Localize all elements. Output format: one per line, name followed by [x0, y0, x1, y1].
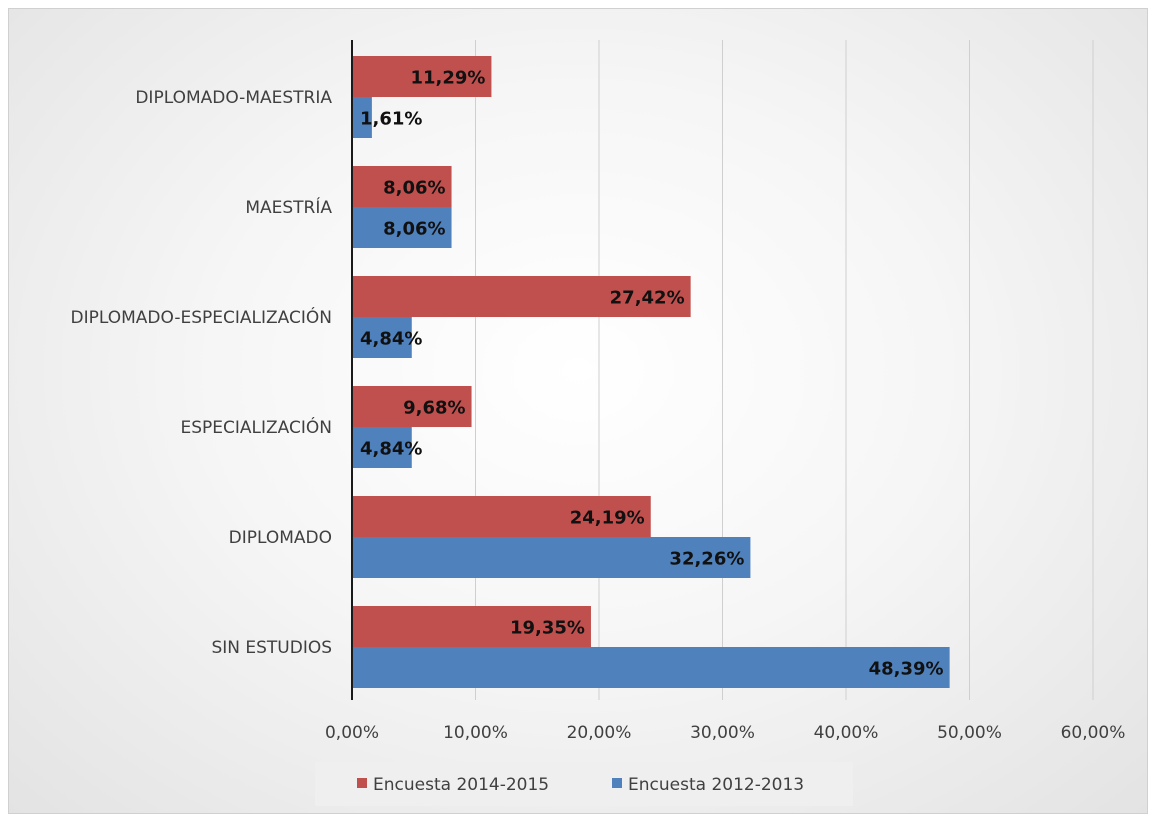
bar	[353, 537, 751, 578]
x-tick-label: 20,00%	[567, 723, 632, 743]
bar	[353, 56, 492, 97]
category-label: SIN ESTUDIOS	[211, 638, 332, 658]
category-label: DIPLOMADO	[229, 528, 332, 548]
data-label: 32,26%	[669, 549, 744, 570]
data-label: 4,84%	[360, 329, 422, 350]
legend-label: Encuesta 2012-2013	[628, 775, 804, 795]
data-label: 19,35%	[510, 618, 585, 639]
bar	[353, 97, 372, 138]
bar	[353, 386, 472, 427]
data-label: 11,29%	[410, 68, 485, 89]
bar	[353, 427, 412, 468]
bar	[353, 207, 452, 248]
category-label: DIPLOMADO-ESPECIALIZACIÓN	[71, 306, 332, 328]
legend-swatch	[357, 778, 367, 788]
x-tick-label: 50,00%	[937, 723, 1002, 743]
x-tick-label: 60,00%	[1061, 723, 1126, 743]
bar	[353, 606, 591, 647]
legend-swatch	[612, 778, 622, 788]
x-tick-label: 40,00%	[814, 723, 879, 743]
legend-label: Encuesta 2014-2015	[373, 775, 549, 795]
bar	[353, 496, 651, 537]
category-label: ESPECIALIZACIÓN	[181, 416, 332, 438]
x-tick-label: 30,00%	[690, 723, 755, 743]
data-label: 9,68%	[403, 398, 465, 419]
data-label: 4,84%	[360, 439, 422, 460]
bar	[353, 647, 950, 688]
x-tick-label: 0,00%	[325, 723, 379, 743]
bar	[353, 276, 691, 317]
bar	[353, 317, 412, 358]
data-label: 8,06%	[383, 178, 445, 199]
data-label: 48,39%	[869, 659, 944, 680]
bar	[353, 166, 452, 207]
x-tick-label: 10,00%	[443, 723, 508, 743]
category-label: MAESTRÍA	[245, 196, 332, 218]
data-label: 27,42%	[610, 288, 685, 309]
legend-box	[315, 762, 853, 806]
data-label: 24,19%	[570, 508, 645, 529]
data-label: 1,61%	[360, 109, 422, 130]
data-label: 8,06%	[383, 219, 445, 240]
category-label: DIPLOMADO-MAESTRIA	[135, 88, 332, 108]
